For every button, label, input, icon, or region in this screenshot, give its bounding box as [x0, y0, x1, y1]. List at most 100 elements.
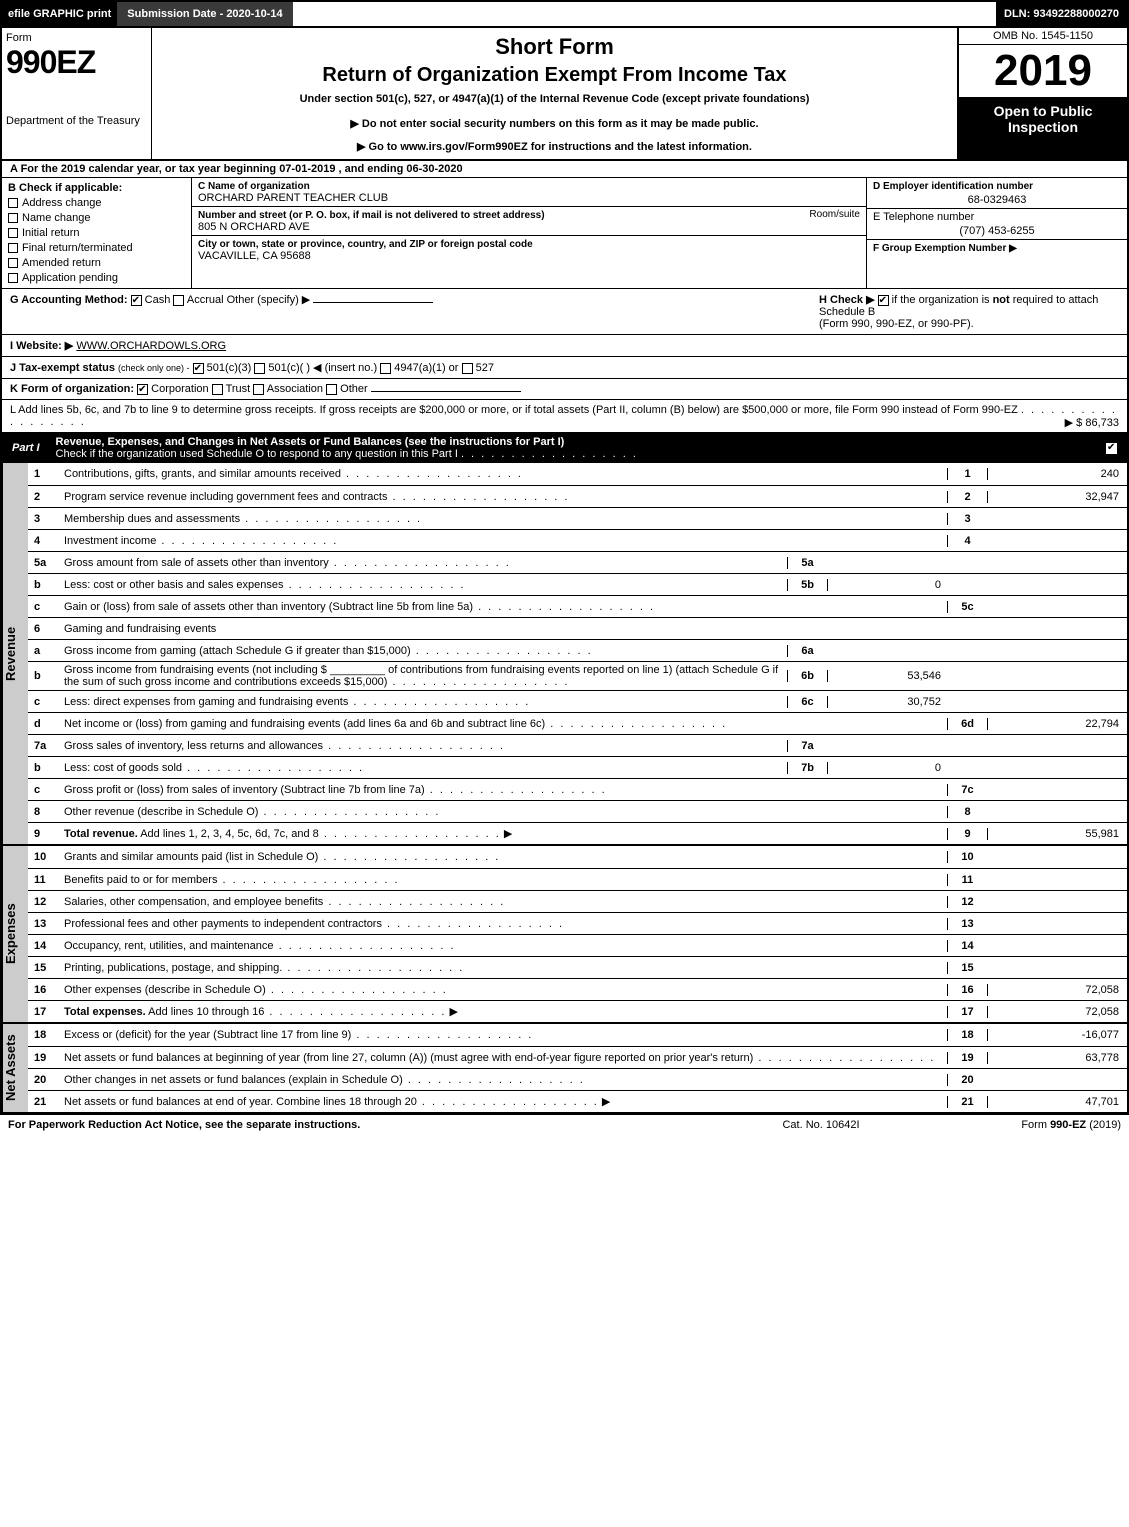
subline-num: 6b: [787, 670, 827, 682]
subline-val: 0: [827, 762, 947, 774]
open-public: Open to Public Inspection: [959, 97, 1127, 159]
501c3-checkbox[interactable]: [193, 363, 204, 374]
dln: DLN: 93492288000270: [996, 2, 1127, 26]
line-desc: Gaming and fundraising events: [60, 621, 947, 637]
line-num: 16: [28, 984, 60, 996]
line-b: bLess: cost of goods sold7b0: [28, 756, 1127, 778]
schedule-o-checkbox[interactable]: [1106, 443, 1117, 454]
association: Association: [267, 383, 323, 395]
addr-label: Number and street (or P. O. box, if mail…: [198, 210, 545, 221]
line-desc: Occupancy, rent, utilities, and maintena…: [60, 938, 947, 954]
box-b: B Check if applicable: Address change Nam…: [2, 178, 192, 288]
line-8: 8Other revenue (describe in Schedule O)8: [28, 800, 1127, 822]
topbar: efile GRAPHIC print Submission Date - 20…: [2, 2, 1127, 28]
4947-checkbox[interactable]: [380, 363, 391, 374]
part1-title: Revenue, Expenses, and Changes in Net As…: [50, 433, 1096, 463]
group-exempt-label: F Group Exemption Number ▶: [873, 243, 1017, 254]
boxb-option[interactable]: Amended return: [8, 257, 185, 269]
line-b: bLess: cost or other basis and sales exp…: [28, 573, 1127, 595]
501c3: 501(c)(3): [207, 362, 252, 374]
line-2: 2Program service revenue including gover…: [28, 485, 1127, 507]
subline-val: 0: [827, 579, 947, 591]
line-desc: Less: cost of goods sold: [60, 760, 787, 776]
trust-checkbox[interactable]: [212, 384, 223, 395]
line-17: 17Total expenses. Add lines 10 through 1…: [28, 1000, 1127, 1022]
rtnum: 1: [947, 468, 987, 480]
under-section: Under section 501(c), 527, or 4947(a)(1)…: [158, 93, 951, 105]
cash-checkbox[interactable]: [131, 295, 142, 306]
501c: 501(c)( ): [268, 362, 310, 374]
527-checkbox[interactable]: [462, 363, 473, 374]
line-num: 6: [28, 623, 60, 635]
line-j: J Tax-exempt status (check only one) - 5…: [2, 357, 1127, 379]
rtnum: 3: [947, 513, 987, 525]
part1-title-text: Revenue, Expenses, and Changes in Net As…: [56, 436, 565, 448]
501c-checkbox[interactable]: [254, 363, 265, 374]
boxb-option[interactable]: Name change: [8, 212, 185, 224]
cat-no: Cat. No. 10642I: [721, 1119, 921, 1131]
rtval: 63,778: [987, 1052, 1127, 1064]
line-num: 5a: [28, 557, 60, 569]
addr: 805 N ORCHARD AVE: [198, 221, 310, 233]
line-b: bGross income from fundraising events (n…: [28, 661, 1127, 690]
rtnum: 16: [947, 984, 987, 996]
line-19: 19Net assets or fund balances at beginni…: [28, 1046, 1127, 1068]
subline-num: 7a: [787, 740, 827, 752]
line-num: 21: [28, 1096, 60, 1108]
room-label: Room/suite: [809, 209, 860, 220]
line-a: A For the 2019 calendar year, or tax yea…: [2, 161, 1127, 178]
rtval: 32,947: [987, 491, 1127, 503]
cash-label: Cash: [145, 294, 171, 306]
boxb-option[interactable]: Application pending: [8, 272, 185, 284]
other-org: Other: [340, 383, 368, 395]
line-desc: Printing, publications, postage, and shi…: [60, 960, 947, 976]
line-desc: Gross income from fundraising events (no…: [60, 662, 787, 690]
rtnum: 19: [947, 1052, 987, 1064]
ssn-warning: ▶ Do not enter social security numbers o…: [158, 117, 951, 130]
boxb-option[interactable]: Initial return: [8, 227, 185, 239]
line-3: 3Membership dues and assessments3: [28, 507, 1127, 529]
line-desc: Other revenue (describe in Schedule O): [60, 804, 947, 820]
rtval: 72,058: [987, 984, 1127, 996]
part1-header: Part I Revenue, Expenses, and Changes in…: [2, 433, 1127, 463]
527: 527: [476, 362, 494, 374]
line-num: 12: [28, 896, 60, 908]
line-d: dNet income or (loss) from gaming and fu…: [28, 712, 1127, 734]
website-url[interactable]: WWW.ORCHARDOWLS.ORG: [76, 340, 226, 352]
rtnum: 8: [947, 806, 987, 818]
line-14: 14Occupancy, rent, utilities, and mainte…: [28, 934, 1127, 956]
part1-num: Part I: [2, 439, 50, 457]
line-desc: Net assets or fund balances at end of ye…: [60, 1093, 947, 1110]
subline-num: 5b: [787, 579, 827, 591]
corporation: Corporation: [151, 383, 208, 395]
boxb-option[interactable]: Address change: [8, 197, 185, 209]
rtnum: 5c: [947, 601, 987, 613]
line-desc: Less: cost or other basis and sales expe…: [60, 577, 787, 593]
box-b-label: B Check if applicable:: [8, 182, 185, 194]
rtnum: 10: [947, 851, 987, 863]
g-label: G Accounting Method:: [10, 294, 128, 306]
trust: Trust: [226, 383, 251, 395]
h-text2: (Form 990, 990-EZ, or 990-PF).: [819, 318, 974, 330]
line-desc: Excess or (deficit) for the year (Subtra…: [60, 1027, 947, 1043]
accrual-checkbox[interactable]: [173, 295, 184, 306]
boxb-option[interactable]: Final return/terminated: [8, 242, 185, 254]
rtnum: 9: [947, 828, 987, 840]
other-checkbox[interactable]: [326, 384, 337, 395]
assoc-checkbox[interactable]: [253, 384, 264, 395]
goto-link[interactable]: ▶ Go to www.irs.gov/Form990EZ for instru…: [158, 140, 951, 153]
rtval: 55,981: [987, 828, 1127, 840]
4947: 4947(a)(1) or: [394, 362, 458, 374]
corp-checkbox[interactable]: [137, 384, 148, 395]
h-checkbox[interactable]: [878, 295, 889, 306]
line-num: c: [28, 601, 60, 613]
rtval: 72,058: [987, 1006, 1127, 1018]
subline-num: 5a: [787, 557, 827, 569]
form-header: Form 990EZ Department of the Treasury Sh…: [2, 28, 1127, 161]
line-c: cGross profit or (loss) from sales of in…: [28, 778, 1127, 800]
line-num: 1: [28, 468, 60, 480]
box-d-e-f: D Employer identification number 68-0329…: [867, 178, 1127, 288]
line-num: 2: [28, 491, 60, 503]
line-5a: 5aGross amount from sale of assets other…: [28, 551, 1127, 573]
efile-label[interactable]: efile GRAPHIC print: [2, 2, 117, 26]
